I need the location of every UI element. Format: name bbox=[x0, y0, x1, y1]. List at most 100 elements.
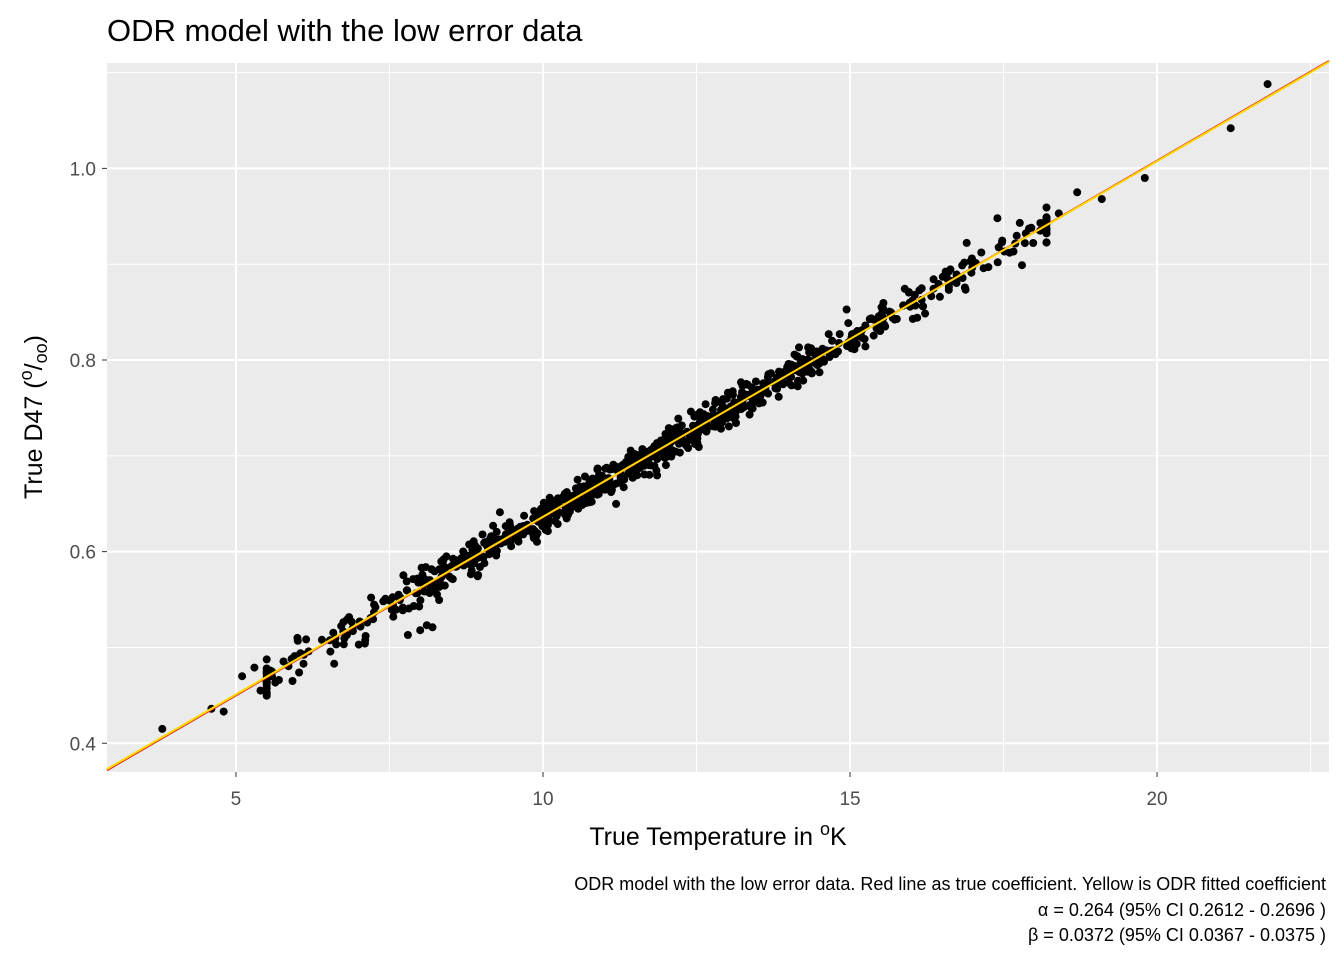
data-point bbox=[492, 527, 501, 536]
data-point bbox=[755, 399, 763, 408]
data-point bbox=[880, 320, 889, 329]
data-point bbox=[637, 460, 645, 469]
data-point bbox=[668, 446, 677, 455]
data-point bbox=[661, 461, 670, 470]
data-point bbox=[633, 471, 642, 480]
data-point bbox=[919, 302, 928, 311]
x-axis-title-sup: o bbox=[820, 819, 830, 839]
data-point bbox=[438, 558, 447, 567]
data-point bbox=[677, 421, 686, 430]
data-point bbox=[570, 502, 579, 511]
data-point bbox=[618, 475, 627, 484]
x-axis-title: True Temperature in oK bbox=[589, 819, 847, 851]
data-point bbox=[585, 478, 594, 487]
data-point bbox=[779, 368, 788, 377]
data-point bbox=[1042, 229, 1051, 238]
data-point bbox=[544, 515, 553, 524]
data-point bbox=[385, 596, 394, 605]
data-point bbox=[787, 381, 796, 390]
data-point bbox=[442, 552, 451, 561]
data-point bbox=[473, 544, 482, 553]
data-point bbox=[675, 448, 684, 457]
data-point bbox=[573, 475, 582, 484]
data-point bbox=[676, 428, 685, 437]
data-point bbox=[711, 396, 720, 404]
data-point bbox=[874, 312, 883, 321]
data-point bbox=[762, 388, 771, 397]
data-point bbox=[804, 366, 813, 375]
data-point bbox=[1042, 203, 1051, 212]
data-point bbox=[561, 509, 570, 518]
data-point bbox=[274, 676, 283, 684]
data-point bbox=[835, 330, 844, 339]
y-axis-ticks: 0.4 0.6 0.8 1.0 bbox=[70, 159, 107, 755]
data-point bbox=[612, 499, 621, 508]
data-point bbox=[730, 414, 739, 423]
data-point bbox=[478, 530, 487, 539]
data-point bbox=[609, 460, 618, 469]
data-point bbox=[784, 360, 793, 368]
data-point bbox=[804, 343, 813, 352]
data-point bbox=[642, 457, 651, 466]
data-point bbox=[430, 567, 439, 576]
data-point bbox=[339, 618, 348, 627]
data-point bbox=[1263, 80, 1272, 89]
data-point bbox=[581, 472, 589, 481]
data-point bbox=[361, 632, 370, 640]
data-point bbox=[332, 640, 341, 649]
data-point bbox=[416, 596, 425, 605]
data-point bbox=[219, 707, 228, 716]
data-point bbox=[299, 659, 308, 668]
data-point bbox=[960, 283, 969, 292]
data-point bbox=[745, 401, 754, 410]
data-point bbox=[1226, 124, 1235, 133]
data-point bbox=[743, 380, 752, 389]
data-point bbox=[416, 626, 425, 635]
data-point bbox=[626, 470, 635, 479]
data-point bbox=[238, 672, 247, 681]
data-point bbox=[946, 265, 955, 274]
data-point bbox=[702, 427, 711, 436]
data-point bbox=[250, 663, 259, 672]
data-point bbox=[262, 690, 271, 699]
y-tick-label: 0.4 bbox=[70, 734, 97, 755]
y-axis-title-tail: ) bbox=[20, 335, 48, 343]
data-point bbox=[466, 570, 475, 579]
chart-title: ODR model with the low error data bbox=[107, 13, 583, 48]
data-point bbox=[650, 442, 659, 451]
x-axis-title-main: True Temperature in bbox=[589, 823, 820, 851]
data-point bbox=[290, 652, 299, 661]
data-point bbox=[795, 343, 803, 352]
data-point bbox=[399, 571, 408, 580]
data-point bbox=[793, 382, 802, 391]
x-tick-label: 5 bbox=[231, 789, 242, 810]
data-point bbox=[553, 520, 562, 528]
data-point bbox=[489, 521, 498, 530]
data-point bbox=[478, 552, 487, 561]
data-point bbox=[527, 527, 536, 536]
data-point bbox=[506, 538, 515, 546]
data-point bbox=[861, 342, 870, 351]
data-point bbox=[879, 304, 888, 313]
data-point bbox=[1036, 219, 1045, 227]
data-point bbox=[1018, 261, 1026, 270]
data-point bbox=[429, 584, 438, 593]
data-point bbox=[520, 511, 529, 520]
data-point bbox=[1020, 239, 1029, 248]
data-point bbox=[367, 593, 376, 602]
data-point bbox=[1015, 218, 1024, 227]
data-point bbox=[993, 258, 1002, 267]
data-point bbox=[921, 309, 930, 318]
data-point bbox=[360, 639, 369, 648]
data-point bbox=[428, 623, 437, 632]
data-point bbox=[302, 635, 311, 644]
data-point bbox=[824, 330, 833, 339]
y-tick-label: 0.6 bbox=[70, 543, 96, 564]
data-point bbox=[1005, 248, 1014, 257]
data-point bbox=[262, 655, 271, 664]
data-point bbox=[866, 314, 875, 323]
data-point bbox=[326, 647, 335, 656]
data-point bbox=[676, 438, 685, 447]
data-point bbox=[262, 678, 271, 687]
data-point bbox=[723, 388, 732, 397]
